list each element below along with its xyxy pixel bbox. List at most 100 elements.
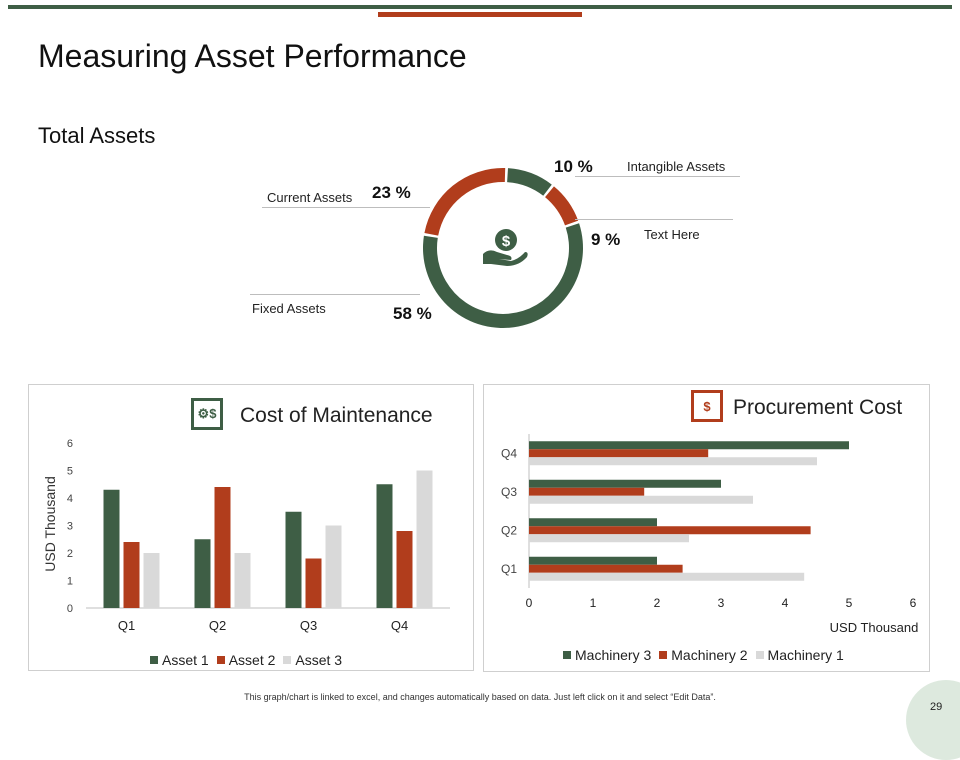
legend-machinery-2[interactable]: Machinery 2 (659, 647, 748, 663)
donut-segment-intangible-assets[interactable] (507, 168, 552, 196)
procurement-legend: Machinery 3 Machinery 2 Machinery 1 (563, 647, 852, 663)
procurement-x-tick: 0 (526, 596, 533, 610)
legend-swatch (150, 656, 158, 664)
page-number: 29 (930, 701, 943, 713)
procurement-x-tick: 3 (718, 596, 725, 610)
procurement-x-tick: 6 (910, 596, 917, 610)
bar-asset-3-q3[interactable] (325, 525, 342, 609)
fixed-assets-percent: 58 % (393, 304, 432, 323)
leader-line-text-here (575, 219, 733, 220)
maintenance-y-tick: 2 (67, 548, 73, 560)
maintenance-x-tick-q1: Q1 (118, 618, 135, 633)
bar-asset-1-q3[interactable] (285, 511, 302, 608)
legend-label: Asset 2 (228, 652, 276, 668)
top-border-bar (8, 5, 952, 9)
current-assets-label: Current Assets (267, 190, 353, 205)
maintenance-y-tick: 5 (67, 466, 73, 478)
bar-machinery-3-q1[interactable] (529, 556, 657, 565)
legend-asset-3[interactable]: Asset 3 (283, 652, 342, 668)
bar-machinery-3-q4[interactable] (529, 441, 849, 450)
leader-line-fixed (250, 294, 420, 295)
bar-asset-1-q1[interactable] (103, 489, 120, 608)
donut-segment-text-here[interactable] (545, 186, 579, 226)
legend-swatch (563, 651, 571, 659)
legend-label: Machinery 3 (575, 647, 652, 663)
fixed-assets-label: Fixed Assets (252, 301, 326, 316)
bar-asset-1-q2[interactable] (194, 539, 211, 608)
legend-swatch (216, 656, 225, 664)
donut-segment-fixed-assets[interactable] (423, 223, 583, 328)
bar-machinery-2-q1[interactable] (529, 564, 683, 573)
bar-asset-1-q4[interactable] (376, 484, 393, 608)
legend-machinery-1[interactable]: Machinery 1 (755, 647, 844, 663)
bar-machinery-1-q4[interactable] (529, 457, 817, 466)
maintenance-x-tick-q4: Q4 (391, 618, 408, 633)
current-assets-percent: 23 % (372, 183, 411, 202)
section-title: Total Assets (38, 123, 156, 148)
intangible-assets-percent: 10 % (554, 157, 593, 176)
bar-asset-3-q2[interactable] (234, 553, 251, 608)
legend-swatch (755, 651, 764, 659)
legend-asset-1[interactable]: Asset 1 (150, 652, 209, 668)
procurement-y-tick-q1: Q1 (501, 562, 517, 576)
footer-note: This graph/chart is linked to excel, and… (244, 692, 716, 702)
maintenance-legend: Asset 1 Asset 2 Asset 3 (150, 652, 350, 668)
legend-label: Machinery 2 (671, 647, 748, 663)
legend-label: Asset 1 (162, 652, 209, 668)
bar-machinery-3-q3[interactable] (529, 479, 721, 488)
maintenance-y-tick: 0 (67, 603, 73, 615)
maintenance-chart[interactable]: 0 1 2 3 4 5 6 Q1 Q2 Q3 Q4 USD Thousand (29, 430, 471, 640)
legend-swatch (283, 656, 292, 664)
top-accent-bar (378, 12, 582, 17)
intangible-assets-label: Intangible Assets (627, 159, 726, 174)
maintenance-title: Cost of Maintenance (240, 404, 433, 427)
text-here-label: Text Here (644, 227, 700, 242)
procurement-y-tick-q3: Q3 (501, 485, 517, 499)
procurement-title: Procurement Cost (733, 396, 903, 419)
bar-asset-3-q4[interactable] (416, 470, 433, 609)
legend-label: Asset 3 (295, 652, 343, 668)
legend-asset-2[interactable]: Asset 2 (216, 652, 276, 668)
maintenance-x-tick-q3: Q3 (300, 618, 317, 633)
bar-asset-2-q4[interactable] (396, 531, 413, 608)
total-assets-donut[interactable]: $ (415, 160, 591, 336)
procurement-x-tick: 4 (782, 596, 789, 610)
dollar-hand-icon: $ (483, 229, 528, 266)
page-title: Measuring Asset Performance (38, 38, 467, 74)
bar-machinery-2-q3[interactable] (529, 487, 645, 496)
maintenance-y-tick: 1 (67, 576, 73, 588)
procurement-y-tick-q2: Q2 (501, 523, 517, 537)
svg-text:$: $ (502, 233, 511, 250)
money-hand-icon: $ (691, 390, 723, 422)
bar-machinery-1-q3[interactable] (529, 495, 753, 504)
maintenance-y-tick: 3 (67, 521, 73, 533)
bar-machinery-1-q2[interactable] (529, 534, 689, 543)
maintenance-x-tick-q2: Q2 (209, 618, 226, 633)
bar-machinery-2-q2[interactable] (529, 526, 811, 535)
maintenance-y-tick: 4 (67, 493, 73, 505)
maintenance-y-tick: 6 (67, 438, 73, 450)
maintenance-panel (28, 384, 474, 671)
bar-machinery-2-q4[interactable] (529, 449, 709, 458)
procurement-x-tick: 5 (846, 596, 853, 610)
bar-asset-2-q1[interactable] (123, 542, 140, 608)
legend-label: Machinery 1 (767, 647, 844, 663)
gear-dollar-icon: ⚙$ (191, 398, 223, 430)
bar-asset-2-q2[interactable] (214, 487, 231, 608)
text-here-percent: 9 % (591, 230, 621, 249)
leader-line-intangible (575, 176, 740, 177)
bar-machinery-1-q1[interactable] (529, 572, 805, 581)
maintenance-y-axis-label: USD Thousand (42, 476, 58, 571)
bar-asset-2-q3[interactable] (305, 558, 322, 609)
procurement-x-tick: 1 (590, 596, 597, 610)
procurement-chart[interactable]: Q1 Q2 Q3 Q4 0 1 2 3 4 5 6 USD Thousand (484, 428, 926, 640)
donut-segment-current-assets[interactable] (424, 168, 506, 236)
legend-swatch (659, 651, 668, 659)
procurement-x-tick: 2 (654, 596, 661, 610)
bar-asset-3-q1[interactable] (143, 553, 160, 608)
procurement-x-axis-label: USD Thousand (830, 620, 919, 635)
procurement-y-tick-q4: Q4 (501, 446, 517, 460)
legend-machinery-3[interactable]: Machinery 3 (563, 647, 651, 663)
leader-line-current (262, 207, 430, 208)
bar-machinery-3-q2[interactable] (529, 518, 657, 527)
